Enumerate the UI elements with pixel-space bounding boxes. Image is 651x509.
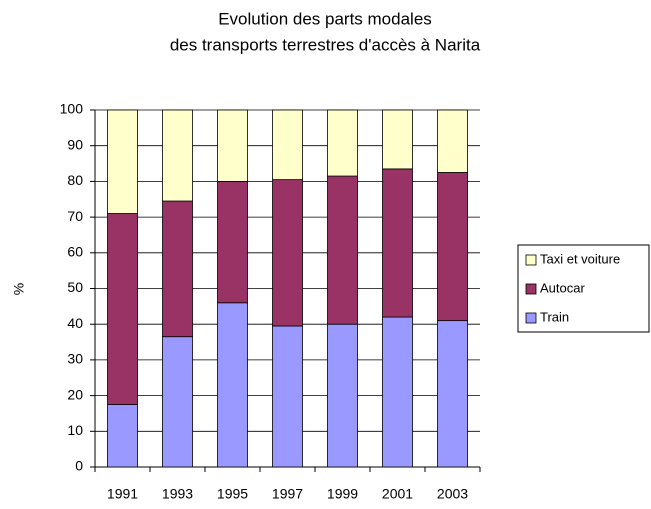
legend-swatch (525, 312, 537, 324)
y-tick-label: 90 (67, 136, 83, 152)
bar-segment (382, 109, 413, 170)
y-tick-label: 40 (67, 315, 83, 331)
y-tick-label: 70 (67, 208, 83, 224)
bar-segment (217, 180, 248, 304)
y-axis-label: % (11, 283, 27, 295)
y-tick-label: 30 (67, 351, 83, 367)
x-tick-label: 1999 (327, 486, 358, 502)
legend-swatch (525, 283, 537, 295)
bar-segment (272, 325, 303, 468)
y-tick-label: 0 (75, 458, 83, 474)
bar-segment (272, 179, 303, 327)
legend-text: Train (540, 309, 569, 324)
bar-segment (217, 302, 248, 468)
bar-segment (327, 323, 358, 468)
bar-segment (272, 109, 303, 181)
x-tick-label: 2003 (437, 486, 468, 502)
y-tick-label: 80 (67, 172, 83, 188)
bar-segment (437, 109, 468, 173)
bar-segment (162, 109, 193, 202)
x-tick-label: 1995 (217, 486, 248, 502)
legend-text: Autocar (540, 280, 585, 295)
x-tick-label: 1993 (162, 486, 193, 502)
legend-text: Taxi et voiture (540, 251, 620, 266)
legend-box (517, 244, 650, 333)
bar-segment (327, 175, 358, 325)
y-tick-label: 100 (60, 101, 84, 117)
y-tick-label: 50 (67, 279, 83, 295)
y-tick-label: 20 (67, 386, 83, 402)
x-tick-label: 2001 (382, 486, 413, 502)
bar-segment (437, 320, 468, 468)
bar-segment (437, 172, 468, 322)
bar-segment (327, 109, 358, 177)
y-tick-label: 60 (67, 244, 83, 260)
x-tick-label: 1997 (272, 486, 303, 502)
legend-swatch (525, 254, 537, 266)
chart-title: des transports terrestres d'accès à Nari… (170, 35, 481, 54)
y-tick-label: 10 (67, 422, 83, 438)
bar-segment (382, 168, 413, 318)
bar-segment (107, 404, 138, 468)
bar-segment (107, 109, 138, 214)
chart-title: Evolution des parts modales (218, 9, 432, 28)
x-tick-label: 1991 (107, 486, 138, 502)
bar-segment (162, 336, 193, 468)
bar-segment (107, 213, 138, 405)
bar-segment (162, 200, 193, 338)
bar-segment (217, 109, 248, 182)
bar-segment (382, 316, 413, 468)
